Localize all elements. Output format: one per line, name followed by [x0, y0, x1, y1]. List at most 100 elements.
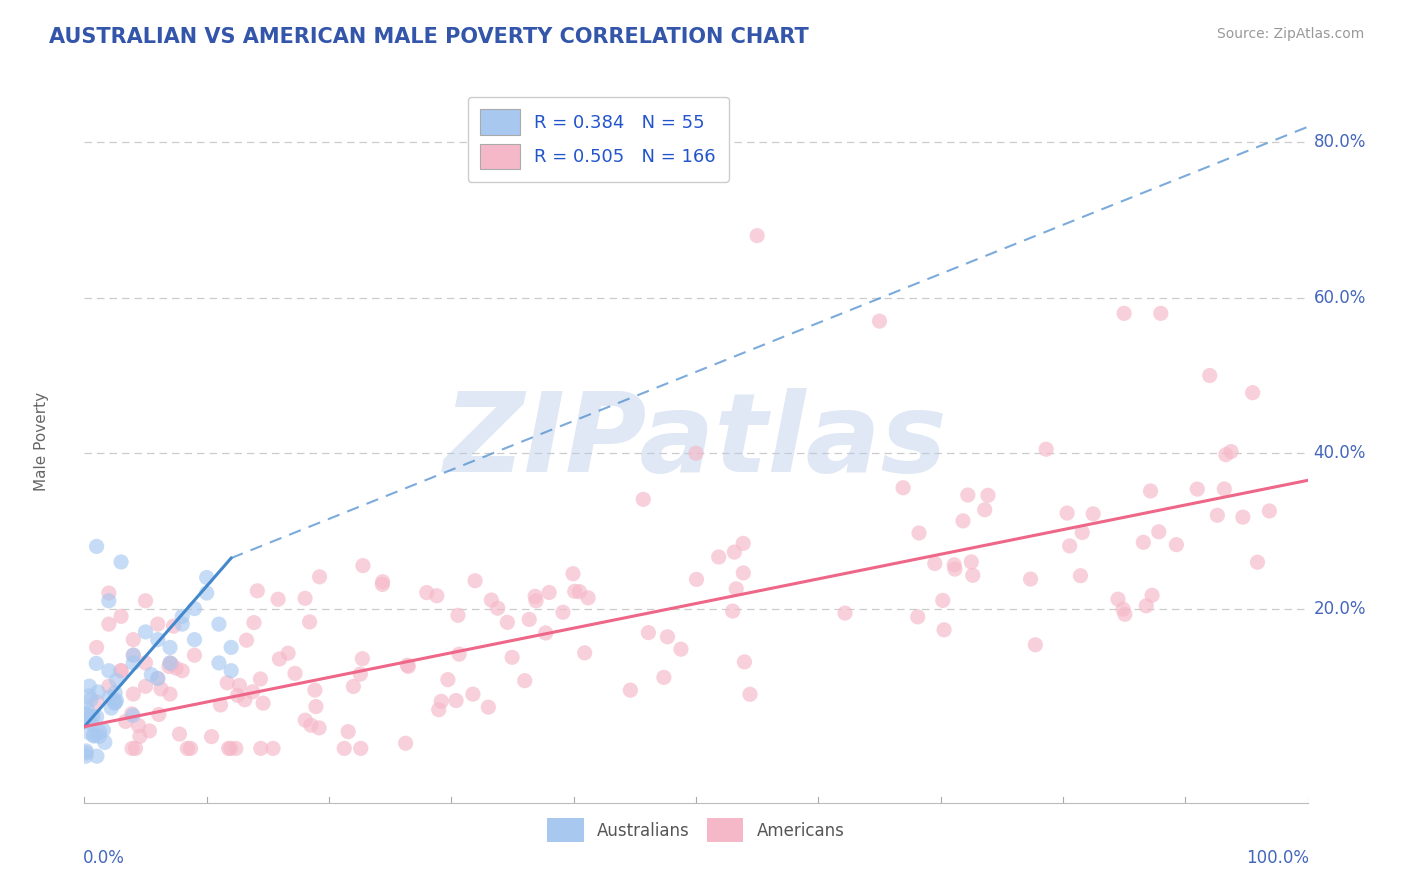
Point — [1241, 385, 1264, 400]
Point — [75, 749, 97, 764]
Point — [444, 693, 467, 707]
Point — [208, 656, 231, 670]
Point — [249, 741, 271, 756]
Point — [394, 736, 416, 750]
Point — [122, 687, 145, 701]
Point — [83, 729, 105, 743]
Point — [122, 632, 145, 647]
Point — [162, 619, 184, 633]
Point — [105, 693, 128, 707]
Point — [104, 686, 127, 700]
Point — [146, 632, 169, 647]
Point — [135, 679, 157, 693]
Point — [277, 646, 299, 660]
Point — [246, 583, 269, 598]
Point — [124, 741, 146, 756]
Point — [75, 712, 97, 726]
Point — [1019, 572, 1042, 586]
Point — [333, 741, 356, 756]
Point — [685, 446, 707, 460]
Point — [977, 488, 1000, 502]
Point — [104, 696, 127, 710]
Point — [1258, 504, 1281, 518]
Point — [342, 680, 364, 694]
Point — [657, 630, 679, 644]
Point — [576, 591, 599, 605]
Point — [75, 746, 97, 760]
Point — [337, 724, 360, 739]
Point — [396, 658, 419, 673]
Point — [669, 642, 692, 657]
Point — [262, 741, 284, 756]
Text: Male Poverty: Male Poverty — [34, 392, 49, 491]
Point — [524, 590, 547, 604]
Point — [76, 702, 98, 716]
Point — [146, 672, 169, 686]
Point — [1232, 510, 1254, 524]
Point — [551, 605, 574, 619]
Point — [249, 672, 271, 686]
Point — [284, 666, 307, 681]
Point — [80, 716, 103, 731]
Point — [219, 640, 242, 655]
Point — [308, 721, 330, 735]
Point — [97, 586, 120, 600]
Point — [721, 604, 744, 618]
Point — [172, 617, 194, 632]
Point — [447, 608, 470, 623]
Point — [637, 625, 659, 640]
Point — [75, 706, 97, 721]
Point — [183, 632, 205, 647]
Point — [233, 693, 256, 707]
Point — [924, 557, 946, 571]
Point — [97, 617, 120, 632]
Point — [1140, 588, 1163, 602]
Point — [350, 741, 373, 756]
Point — [305, 699, 328, 714]
Text: 60.0%: 60.0% — [1313, 289, 1367, 307]
Point — [98, 690, 121, 705]
Point — [299, 718, 322, 732]
Point — [110, 609, 132, 624]
Point — [685, 573, 707, 587]
Text: AUSTRALIAN VS AMERICAN MALE POVERTY CORRELATION CHART: AUSTRALIAN VS AMERICAN MALE POVERTY CORR… — [49, 27, 808, 46]
Point — [97, 679, 120, 693]
Point — [733, 536, 755, 550]
Point — [907, 610, 929, 624]
Point — [371, 577, 394, 591]
Point — [146, 617, 169, 632]
Point — [80, 692, 103, 706]
Point — [932, 593, 955, 607]
Point — [228, 678, 250, 692]
Point — [169, 727, 191, 741]
Point — [100, 701, 122, 715]
Point — [1071, 525, 1094, 540]
Point — [1139, 483, 1161, 498]
Point — [122, 648, 145, 663]
Point — [218, 741, 240, 756]
Point — [138, 723, 160, 738]
Point — [538, 585, 561, 599]
Point — [176, 741, 198, 756]
Point — [960, 555, 983, 569]
Point — [1206, 508, 1229, 523]
Point — [269, 652, 291, 666]
Point — [172, 664, 194, 678]
Point — [908, 526, 931, 541]
Point — [75, 708, 97, 723]
Point — [86, 749, 108, 764]
Point — [122, 708, 145, 723]
Point — [869, 314, 891, 328]
Point — [564, 584, 586, 599]
Point — [82, 709, 104, 723]
Point — [195, 586, 218, 600]
Text: 0.0%: 0.0% — [83, 849, 125, 867]
Point — [1166, 538, 1188, 552]
Point — [105, 673, 128, 688]
Point — [501, 650, 523, 665]
Point — [371, 574, 394, 589]
Text: 100.0%: 100.0% — [1246, 849, 1309, 867]
Point — [104, 695, 127, 709]
Point — [97, 594, 120, 608]
Point — [416, 585, 439, 599]
